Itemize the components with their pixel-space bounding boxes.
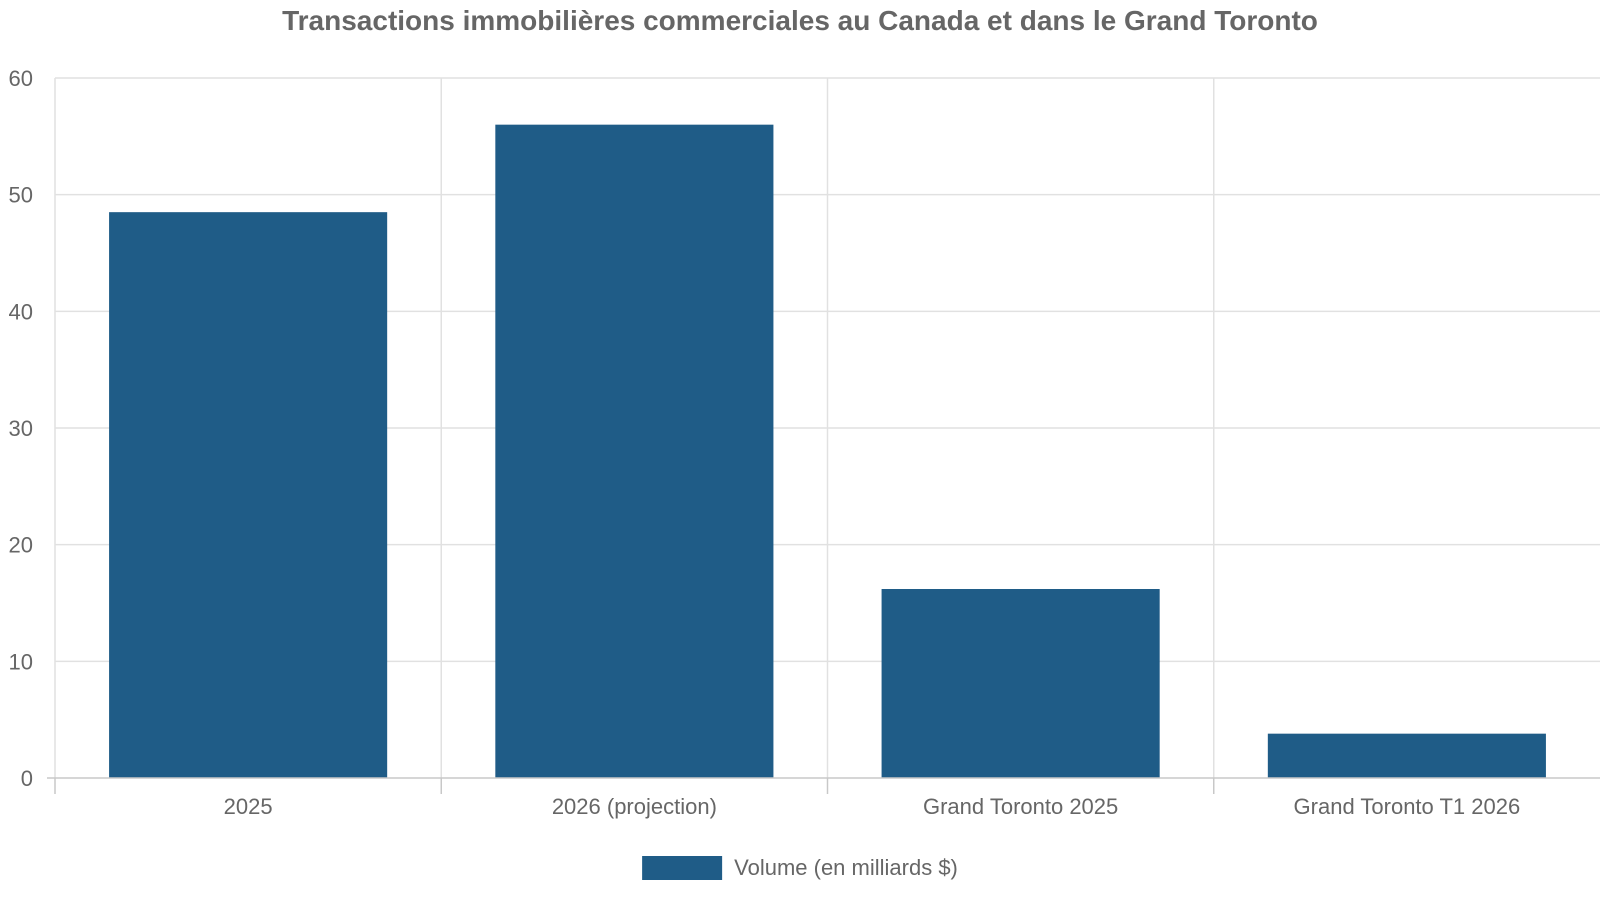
legend-swatch [642, 856, 723, 880]
x-axis: 2025 2026 (projection) Grand Toronto 2025 G… [47, 777, 1600, 819]
bar [1267, 733, 1546, 778]
y-axis: 0 10 20 30 40 50 60 [9, 66, 33, 791]
y-tick-label: 50 [9, 183, 33, 208]
y-tick-label: 10 [9, 649, 33, 674]
x-tick-label: 2025 [224, 794, 273, 819]
y-tick-label: 40 [9, 299, 33, 324]
legend-label: Volume (en milliards $) [734, 855, 958, 880]
x-tick-label: 2026 (projection) [552, 794, 717, 819]
bar [495, 124, 774, 778]
bars [109, 124, 1546, 778]
y-tick-label: 20 [9, 533, 33, 558]
bar [109, 212, 388, 778]
y-tick-label: 30 [9, 416, 33, 441]
legend: Volume (en milliards $) [642, 855, 958, 880]
x-tick-label: Grand Toronto T1 2026 [1294, 794, 1521, 819]
x-tick-label: Grand Toronto 2025 [923, 794, 1118, 819]
y-tick-label: 0 [21, 766, 33, 791]
y-tick-label: 60 [9, 66, 33, 91]
bar [881, 589, 1160, 778]
chart-title: Transactions immobilières commerciales a… [282, 5, 1318, 36]
